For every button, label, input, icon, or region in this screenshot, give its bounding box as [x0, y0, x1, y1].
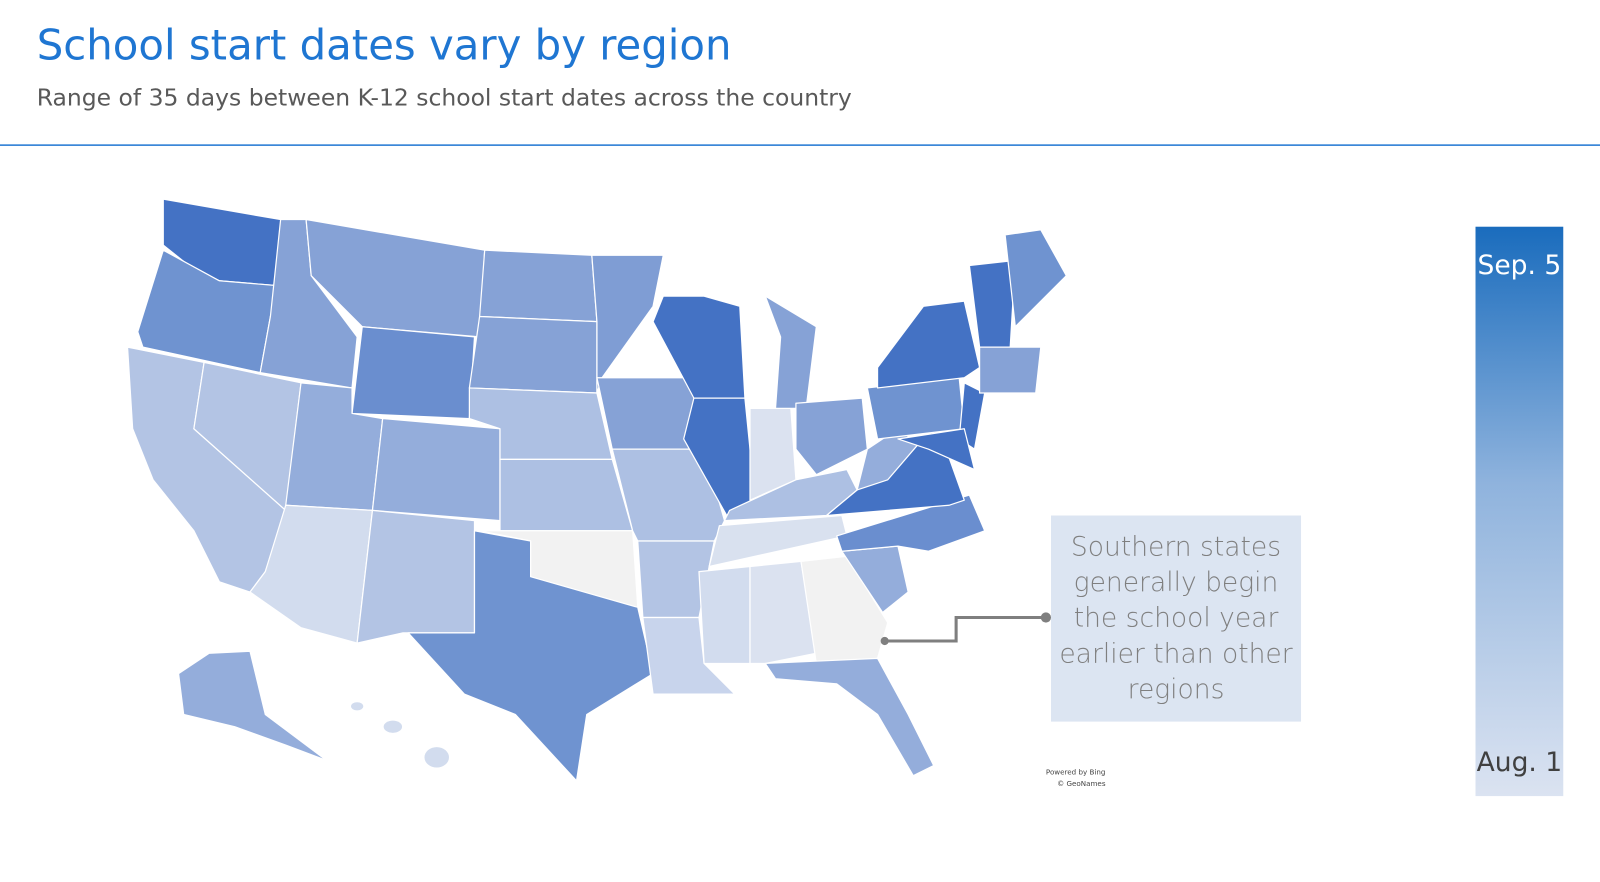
- state: [351, 702, 364, 711]
- credit: © GeoNames: [1057, 779, 1106, 788]
- subtitle: Range of 35 days between K-12 school sta…: [37, 84, 852, 112]
- state: [978, 346, 1042, 394]
- annotation-box: [1051, 515, 1302, 722]
- state: [371, 417, 501, 522]
- annotation-holder: Southern states generally begin the scho…: [1059, 531, 1293, 705]
- connector-dot: [1040, 612, 1052, 623]
- state: [968, 259, 1016, 348]
- state: [1004, 229, 1067, 328]
- state: [795, 397, 868, 476]
- connector: [884, 616, 1046, 643]
- state: [383, 720, 403, 733]
- us-map: [126, 198, 1067, 782]
- credit: Powered by Bing: [1046, 768, 1105, 777]
- state: [764, 295, 817, 409]
- title: School start dates vary by region: [37, 21, 732, 70]
- legend-label: Aug. 1: [1477, 747, 1563, 778]
- state: [351, 326, 476, 420]
- state: [468, 315, 598, 394]
- legend-bar: [1475, 226, 1564, 797]
- state: [177, 650, 328, 761]
- state: [749, 560, 817, 665]
- state: [407, 530, 654, 782]
- state: [356, 509, 476, 644]
- annotation: Southern states generally begin the scho…: [1059, 531, 1293, 705]
- state: [764, 657, 935, 777]
- state: [478, 249, 598, 323]
- state: [698, 565, 751, 665]
- state: [642, 616, 736, 695]
- connector-dot: [880, 636, 889, 646]
- state: [856, 428, 919, 491]
- legend-label: Sep. 5: [1478, 250, 1562, 281]
- state: [591, 254, 664, 394]
- state: [836, 494, 986, 552]
- state: [424, 747, 449, 768]
- state: [499, 458, 634, 532]
- state: [897, 428, 976, 471]
- state: [876, 300, 981, 389]
